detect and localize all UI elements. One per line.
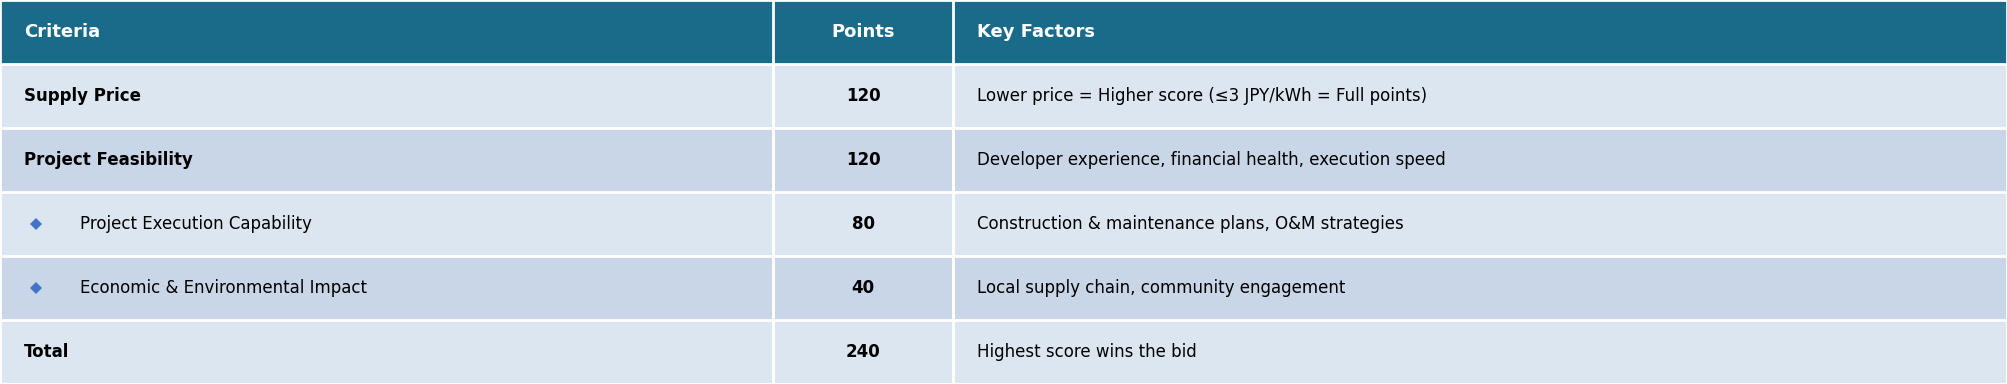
FancyBboxPatch shape (773, 64, 953, 128)
Text: 40: 40 (851, 279, 875, 297)
FancyBboxPatch shape (773, 0, 953, 64)
Text: Developer experience, financial health, execution speed: Developer experience, financial health, … (977, 151, 1447, 169)
FancyBboxPatch shape (0, 256, 773, 320)
FancyBboxPatch shape (773, 128, 953, 192)
FancyBboxPatch shape (953, 256, 2007, 320)
Text: Key Factors: Key Factors (977, 23, 1096, 41)
Text: 240: 240 (845, 343, 881, 361)
Text: Lower price = Higher score (≤3 JPY/kWh = Full points): Lower price = Higher score (≤3 JPY/kWh =… (977, 87, 1427, 105)
Text: Points: Points (831, 23, 895, 41)
FancyBboxPatch shape (953, 320, 2007, 384)
Text: Construction & maintenance plans, O&M strategies: Construction & maintenance plans, O&M st… (977, 215, 1405, 233)
Text: 120: 120 (845, 151, 881, 169)
FancyBboxPatch shape (0, 0, 773, 64)
Text: Local supply chain, community engagement: Local supply chain, community engagement (977, 279, 1347, 297)
Text: 120: 120 (845, 87, 881, 105)
FancyBboxPatch shape (953, 192, 2007, 256)
FancyBboxPatch shape (0, 320, 773, 384)
Text: Project Execution Capability: Project Execution Capability (80, 215, 313, 233)
FancyBboxPatch shape (0, 128, 773, 192)
FancyBboxPatch shape (773, 320, 953, 384)
FancyBboxPatch shape (953, 0, 2007, 64)
FancyBboxPatch shape (0, 192, 773, 256)
Text: Criteria: Criteria (24, 23, 100, 41)
FancyBboxPatch shape (953, 128, 2007, 192)
Text: Economic & Environmental Impact: Economic & Environmental Impact (80, 279, 367, 297)
FancyBboxPatch shape (0, 64, 773, 128)
FancyBboxPatch shape (773, 192, 953, 256)
Text: Supply Price: Supply Price (24, 87, 140, 105)
FancyBboxPatch shape (773, 256, 953, 320)
Text: 80: 80 (851, 215, 875, 233)
Text: Project Feasibility: Project Feasibility (24, 151, 193, 169)
Text: Highest score wins the bid: Highest score wins the bid (977, 343, 1196, 361)
FancyBboxPatch shape (953, 64, 2007, 128)
Text: Total: Total (24, 343, 70, 361)
